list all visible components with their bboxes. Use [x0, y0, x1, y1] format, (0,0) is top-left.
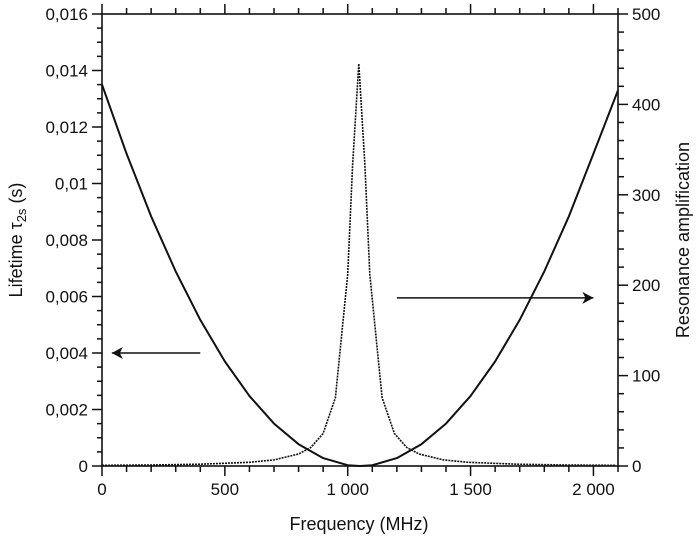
y-left-tick-label: 0,012	[45, 118, 88, 137]
x-tick-label: 0	[97, 480, 106, 499]
plot-frame	[101, 13, 619, 467]
y-right-axis-title: Resonance amplification	[673, 142, 693, 338]
y-right-tick-label: 200	[632, 276, 660, 295]
ticks: 0 500 1 000 1 500 2 000 0 0,002 0,004 0,006 0,008…	[45, 4, 660, 499]
series	[101, 62, 619, 467]
y-left-tick-label: 0,016	[45, 5, 88, 24]
y-right-tick-label: 500	[632, 5, 660, 24]
y-left-axis-title: Lifetime τ2s (s)	[6, 183, 29, 298]
lifetime-curve	[101, 84, 619, 467]
y-left-tick-label: 0,014	[45, 62, 88, 81]
y-right-tick-label: 300	[632, 186, 660, 205]
y-right-tick-label: 400	[632, 95, 660, 114]
y-left-tick-label: 0,01	[55, 175, 88, 194]
arrow-head-icon	[111, 347, 123, 359]
arrow-head-icon	[582, 291, 594, 304]
y-left-tick-label: 0,006	[45, 288, 88, 307]
x-tick-label: 500	[211, 480, 239, 499]
x-tick-label: 1 500	[449, 480, 492, 499]
x-axis-title: Frequency (MHz)	[289, 514, 428, 534]
x-tick-label: 1 000	[326, 480, 369, 499]
y-right-tick-label: 100	[632, 367, 660, 386]
y-left-tick-label: 0,002	[45, 401, 88, 420]
y-left-tick-label: 0,008	[45, 231, 88, 250]
annotations	[111, 291, 594, 359]
resonance-curve	[101, 62, 616, 467]
axes	[101, 13, 619, 467]
y-right-tick-label: 0	[632, 457, 641, 476]
y-left-tick-label: 0,004	[45, 344, 88, 363]
y-left-tick-label: 0	[79, 457, 88, 476]
x-tick-label: 2 000	[572, 480, 615, 499]
